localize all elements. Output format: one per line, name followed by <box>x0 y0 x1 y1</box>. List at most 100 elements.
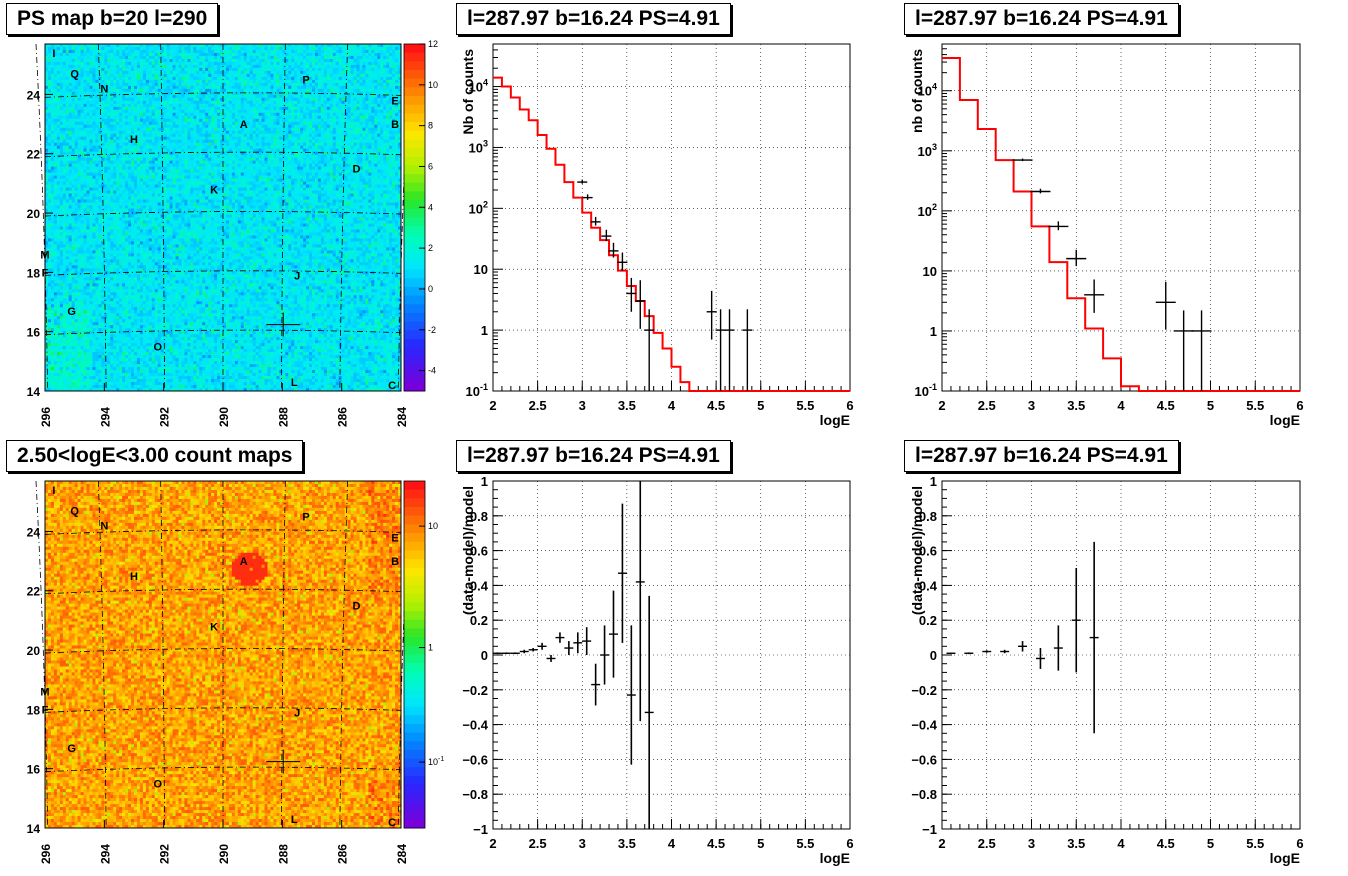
heatmap-cell <box>262 56 265 59</box>
heatmap-cell <box>116 50 119 53</box>
heatmap-cell <box>380 59 383 62</box>
heatmap-cell <box>285 53 288 56</box>
heatmap-cell <box>389 53 392 56</box>
heatmap-cell <box>362 62 365 65</box>
heatmap-cell <box>122 68 125 71</box>
heatmap-cell <box>362 50 365 53</box>
heatmap-cell <box>339 53 342 56</box>
heatmap-cell <box>63 65 66 68</box>
heatmap-cell <box>309 47 312 50</box>
heatmap-cell <box>187 44 190 47</box>
heatmap-cell <box>146 50 149 53</box>
heatmap-cell <box>312 47 315 50</box>
heatmap-cell <box>374 65 377 68</box>
heatmap-cell <box>75 44 78 47</box>
heatmap-cell <box>273 65 276 68</box>
heatmap-cell <box>380 62 383 65</box>
heatmap-cell <box>122 50 125 53</box>
heatmap-cell <box>202 53 205 56</box>
heatmap-cell <box>365 47 368 50</box>
heatmap-cell <box>279 50 282 53</box>
heatmap-cell <box>247 65 250 68</box>
heatmap-cell <box>291 56 294 59</box>
heatmap-cell <box>392 56 395 59</box>
heatmap-cell <box>137 47 140 50</box>
heatmap-cell <box>268 56 271 59</box>
heatmap-cell <box>187 62 190 65</box>
heatmap-cell <box>143 47 146 50</box>
heatmap-cell <box>140 56 143 59</box>
heatmap-cell <box>386 62 389 65</box>
heatmap-cell <box>75 62 78 65</box>
heatmap-cell <box>250 62 253 65</box>
heatmap-cell <box>279 47 282 50</box>
heatmap-cell <box>333 65 336 68</box>
heatmap-cell <box>69 59 72 62</box>
heatmap-cell <box>354 62 357 65</box>
heatmap-cell <box>164 62 167 65</box>
heatmap-cell <box>173 50 176 53</box>
heatmap-cell <box>134 47 137 50</box>
heatmap-cell <box>152 53 155 56</box>
heatmap-cell <box>223 59 226 62</box>
heatmap-cell <box>66 44 69 47</box>
heatmap-cell <box>265 50 268 53</box>
heatmap-cell <box>392 53 395 56</box>
heatmap-cell <box>297 50 300 53</box>
heatmap-cell <box>75 53 78 56</box>
heatmap-cell <box>208 62 211 65</box>
heatmap-cell <box>330 62 333 65</box>
heatmap-cell <box>75 56 78 59</box>
heatmap-cell <box>377 44 380 47</box>
heatmap-cell <box>315 53 318 56</box>
heatmap-cell <box>90 56 93 59</box>
heatmap-cell <box>351 47 354 50</box>
heatmap-cell <box>196 62 199 65</box>
heatmap-cell <box>288 44 291 47</box>
heatmap-cell <box>250 59 253 62</box>
heatmap-cell <box>348 50 351 53</box>
heatmap-cell <box>199 65 202 68</box>
heatmap-cell <box>276 53 279 56</box>
heatmap-cell <box>202 65 205 68</box>
heatmap-cell <box>294 44 297 47</box>
heatmap-cell <box>202 59 205 62</box>
heatmap-cell <box>348 44 351 47</box>
heatmap-cell <box>214 65 217 68</box>
heatmap-cell <box>45 50 48 53</box>
heatmap-cell <box>90 44 93 47</box>
heatmap-cell <box>193 53 196 56</box>
heatmap-cell <box>116 47 119 50</box>
heatmap-cell <box>371 44 374 47</box>
heatmap-cell <box>131 44 134 47</box>
heatmap-cell <box>75 47 78 50</box>
heatmap-cell <box>268 53 271 56</box>
heatmap-cell <box>348 62 351 65</box>
heatmap-cell <box>208 47 211 50</box>
heatmap-cell <box>256 59 259 62</box>
heatmap-cell <box>184 44 187 47</box>
heatmap-cell <box>244 44 247 47</box>
heatmap-cell <box>101 65 104 68</box>
heatmap-cell <box>181 47 184 50</box>
heatmap-cell <box>199 53 202 56</box>
heatmap-cell <box>179 53 182 56</box>
heatmap-cell <box>116 68 119 71</box>
heatmap-cell <box>380 56 383 59</box>
heatmap-cell <box>330 44 333 47</box>
heatmap-cell <box>72 53 75 56</box>
heatmap-cell <box>217 65 220 68</box>
heatmap-cell <box>247 53 250 56</box>
heatmap-cell <box>392 47 395 50</box>
heatmap-cell <box>75 59 78 62</box>
heatmap-cell <box>196 65 199 68</box>
heatmap-cell <box>259 50 262 53</box>
heatmap-cell <box>285 50 288 53</box>
heatmap-cell <box>131 65 134 68</box>
heatmap-cell <box>333 44 336 47</box>
heatmap-cell <box>312 56 315 59</box>
heatmap-cell <box>199 50 202 53</box>
heatmap-cell <box>190 47 193 50</box>
heatmap-cell <box>193 44 196 47</box>
heatmap-cell <box>389 62 392 65</box>
